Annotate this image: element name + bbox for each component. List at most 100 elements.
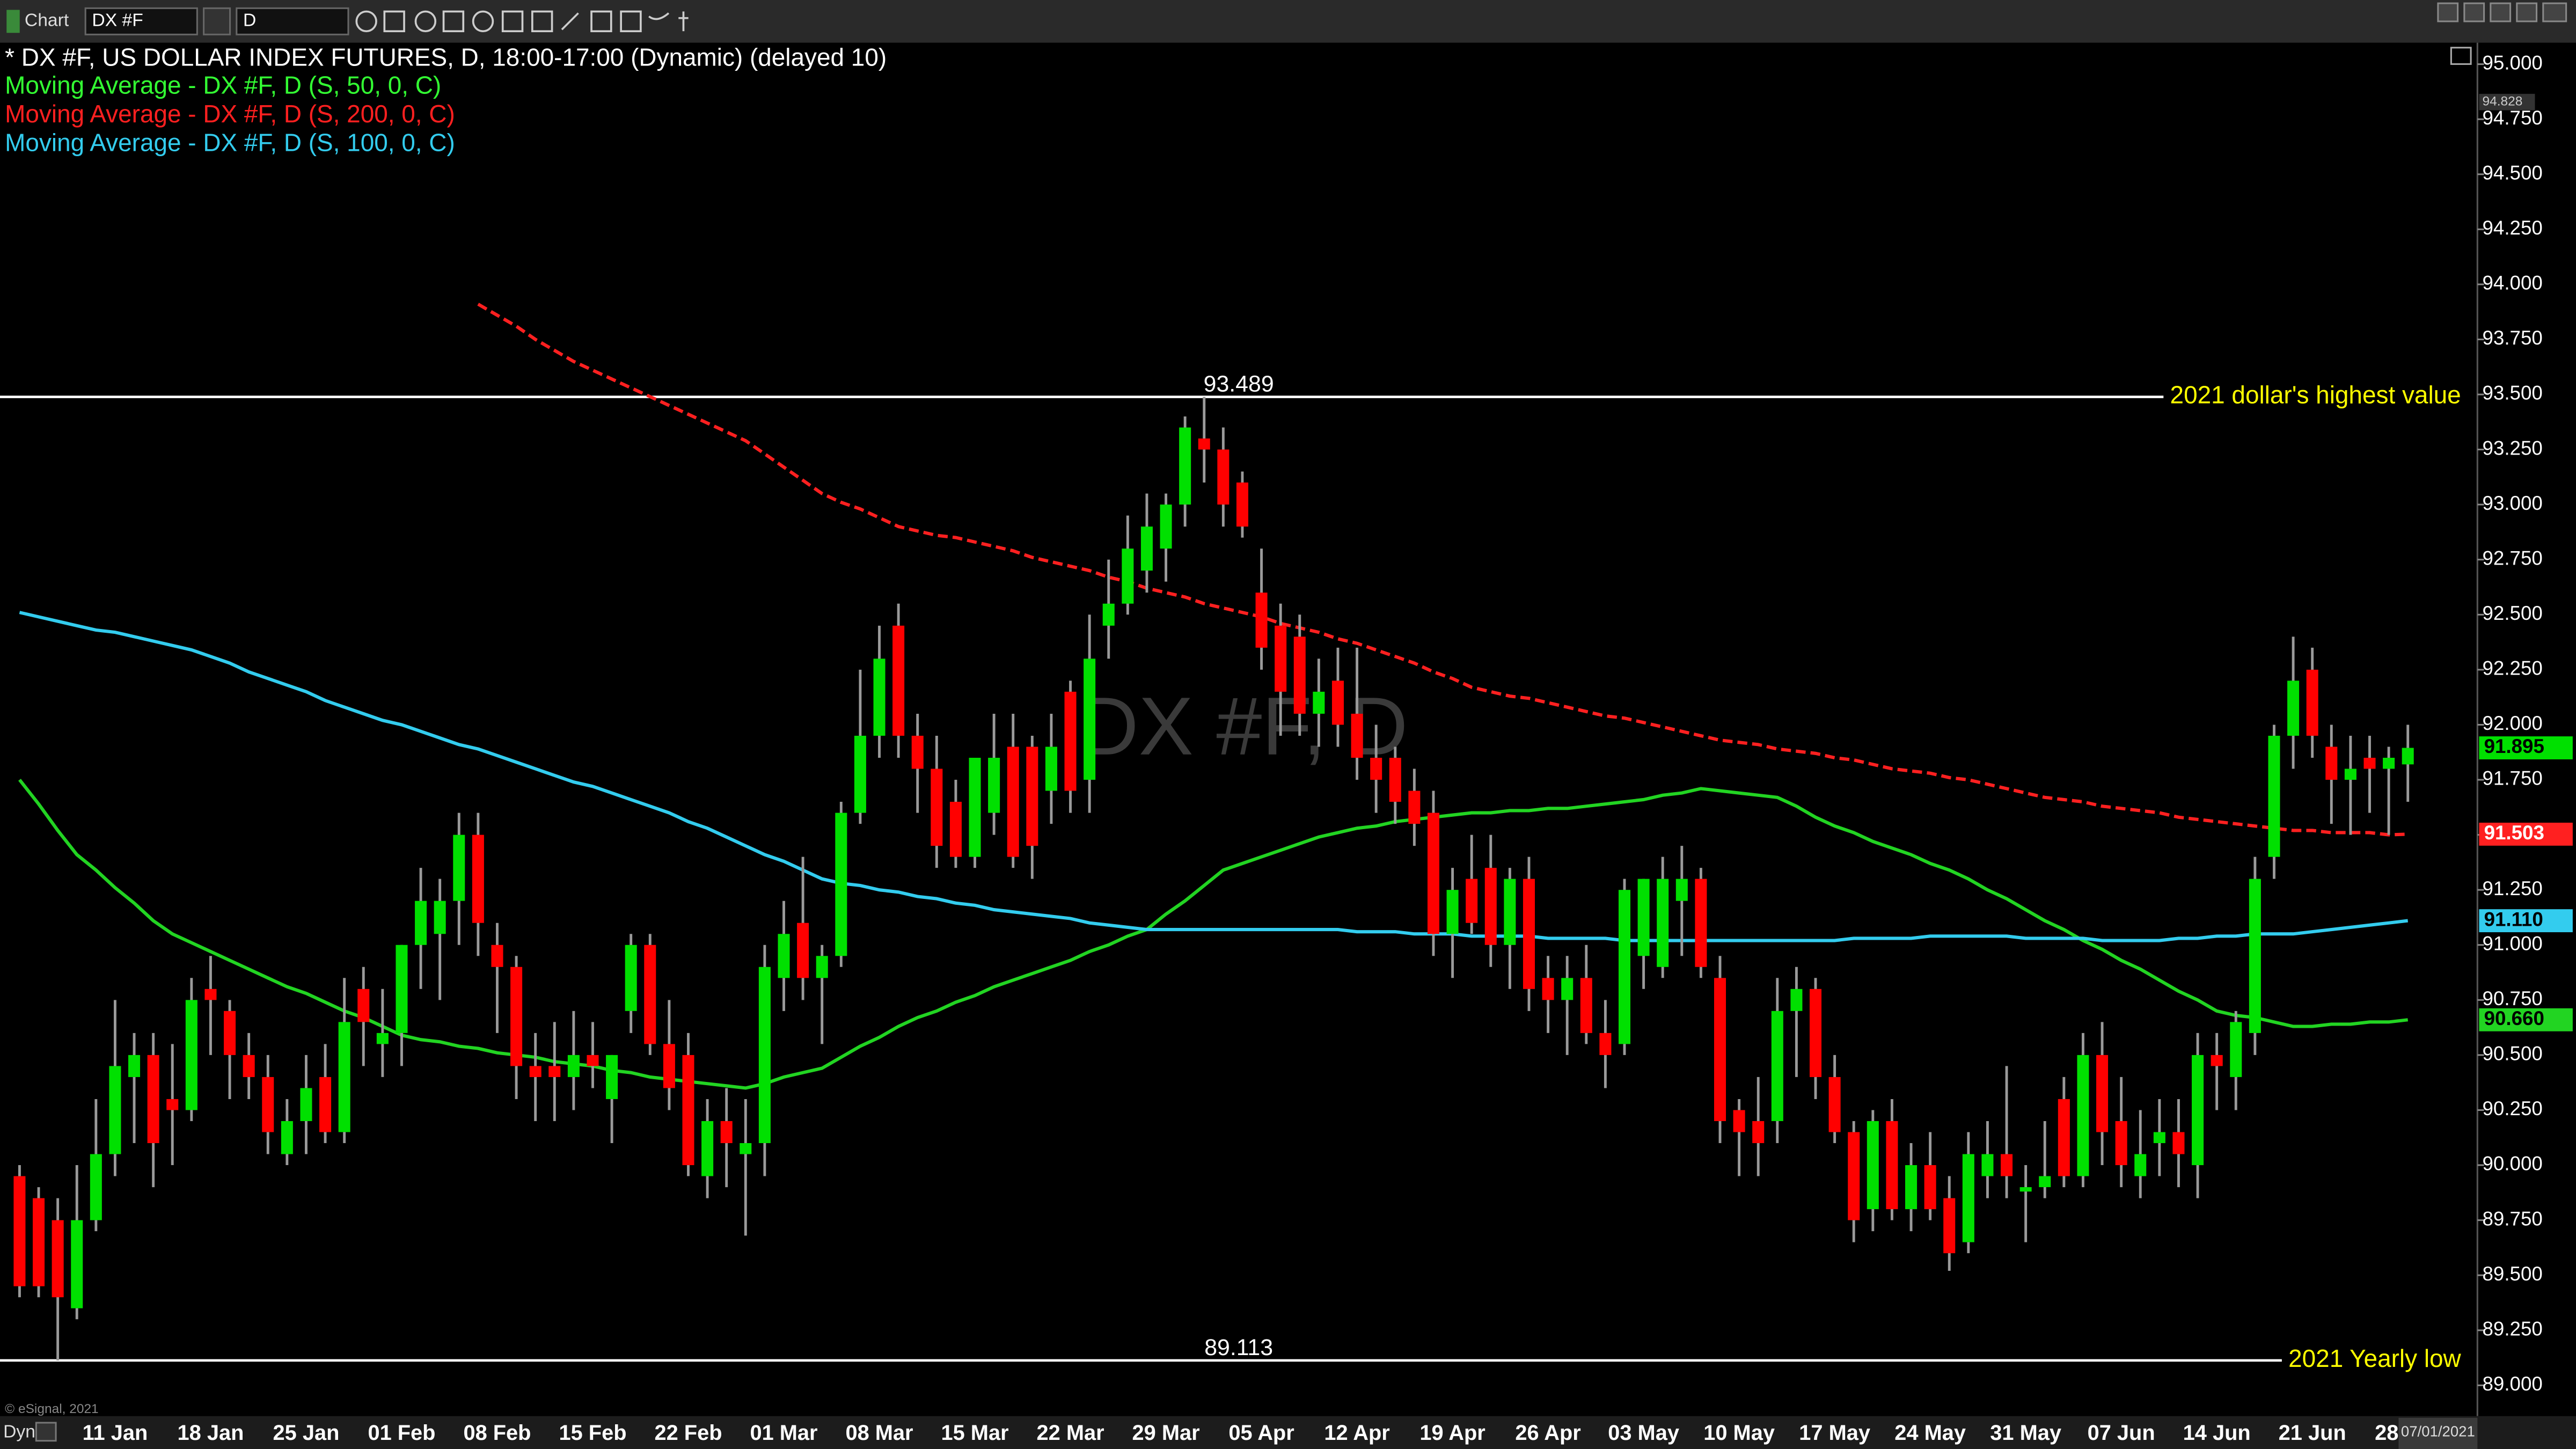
x-tick-label: 10 May (1703, 1421, 1775, 1445)
candle-body (1026, 747, 1038, 846)
candle-body (1217, 449, 1230, 505)
x-tick-label: 08 Feb (463, 1421, 531, 1445)
candle-body (2192, 1055, 2204, 1166)
candle-body (931, 769, 943, 846)
window-button[interactable] (2437, 2, 2459, 23)
candle-body (1943, 1198, 1956, 1254)
tool-icon[interactable] (355, 10, 377, 32)
candle-body (1293, 636, 1306, 714)
x-tick-label: 21 Jun (2279, 1421, 2346, 1445)
legend: * DX #F, US DOLLAR INDEX FUTURES, D, 18:… (5, 43, 887, 156)
candle-body (1599, 1033, 1612, 1055)
candle-body (1695, 879, 1707, 967)
candle-body (415, 901, 427, 945)
candle-body (2306, 669, 2318, 736)
candle-body (510, 967, 523, 1066)
candle-body (1102, 603, 1115, 626)
candle-body (720, 1121, 733, 1144)
interval-input[interactable] (236, 7, 349, 35)
y-tick-label: 90.750 (2483, 987, 2543, 1009)
candle-body (300, 1088, 312, 1121)
candle-body (1580, 978, 1592, 1033)
candle-body (2402, 748, 2414, 765)
x-tick-label: 01 Feb (368, 1421, 435, 1445)
y-tick-label: 95.000 (2483, 52, 2543, 74)
tool-icon[interactable] (442, 10, 465, 32)
pane-button[interactable] (2450, 47, 2472, 65)
link-button[interactable] (203, 7, 231, 35)
candle-body (338, 1022, 350, 1132)
candle-body (969, 758, 981, 857)
x-tick-label: 15 Mar (941, 1421, 1009, 1445)
window-button[interactable] (2490, 2, 2512, 23)
ma-lines (18, 303, 2409, 1090)
legend-entry: Moving Average - DX #F, D (S, 200, 0, C) (5, 100, 455, 128)
candle-body (472, 835, 484, 923)
symbol-input[interactable] (84, 7, 198, 35)
candle-body (1962, 1154, 1974, 1242)
candle-body (1790, 989, 1803, 1011)
tool-icon[interactable] (678, 11, 689, 32)
candle-body (1771, 1011, 1783, 1121)
y-tick-label: 90.250 (2483, 1097, 2543, 1119)
window-button[interactable] (2516, 2, 2538, 23)
candle-body (2153, 1132, 2165, 1144)
candle-body (396, 945, 408, 1033)
x-tick-label: 24 May (1894, 1421, 1966, 1445)
price-marker-label: 94.828 (2483, 94, 2523, 109)
x-tick-label: 17 May (1799, 1421, 1870, 1445)
candle-body (1905, 1165, 1918, 1210)
plot-area: 2021 dollar's highest value 93.489 2021 Ye… (0, 303, 2462, 1372)
candle-body (740, 1143, 752, 1154)
candle-body (376, 1033, 389, 1044)
candle-body (2363, 758, 2376, 769)
tool-icon[interactable] (531, 10, 553, 32)
price-tag (2479, 822, 2573, 846)
tool-icon[interactable] (590, 10, 612, 32)
x-tick-label: 29 Mar (1132, 1421, 1200, 1445)
tool-icon[interactable] (472, 10, 494, 32)
candle-body (701, 1121, 714, 1176)
tool-icon[interactable] (620, 10, 642, 32)
candle-body (1675, 879, 1688, 901)
tool-icon[interactable] (561, 12, 579, 31)
tool-icon[interactable] (501, 10, 524, 32)
candle-body (1255, 592, 1268, 648)
x-tick-label: 03 May (1608, 1421, 1679, 1445)
tool-icon[interactable] (383, 10, 405, 32)
mode-button[interactable] (35, 1422, 57, 1442)
x-axis: 11 Jan 18 Jan 25 Jan 01 Feb 08 Feb 15 Feb 22 F… (83, 1421, 2399, 1445)
tool-icon[interactable] (648, 12, 670, 20)
x-tick-label: 22 Mar (1037, 1421, 1104, 1445)
price-tag-label: 91.110 (2484, 908, 2543, 930)
candle-body (128, 1055, 141, 1077)
candle-body (2325, 747, 2338, 780)
y-tick-label: 94.000 (2483, 272, 2543, 294)
y-tick-label: 93.750 (2483, 327, 2543, 349)
candle-body (529, 1066, 541, 1077)
legend-entry: Moving Average - DX #F, D (S, 50, 0, C) (5, 71, 441, 99)
candle-body (90, 1154, 102, 1220)
candle-body (892, 625, 905, 736)
candle-body (2287, 680, 2300, 736)
tool-icon[interactable] (414, 10, 437, 32)
candle-body (1140, 526, 1153, 571)
x-tick-label: 15 Feb (559, 1421, 626, 1445)
y-tick-label: 93.000 (2483, 492, 2543, 514)
candle-body (816, 956, 828, 978)
candle-body (1275, 625, 1287, 692)
moving-average-line (19, 611, 2409, 942)
y-tick-label: 92.250 (2483, 657, 2543, 679)
candle-body (1618, 890, 1631, 1044)
candle-body (1007, 747, 1019, 857)
window-button[interactable] (2542, 2, 2567, 23)
window-button[interactable] (2463, 2, 2485, 23)
y-tick-label: 92.000 (2483, 712, 2543, 734)
chart-icon (6, 10, 20, 33)
candle-body (281, 1121, 293, 1154)
candle-body (1886, 1121, 1898, 1210)
candle-body (1122, 548, 1134, 604)
window-buttons (2437, 2, 2567, 23)
